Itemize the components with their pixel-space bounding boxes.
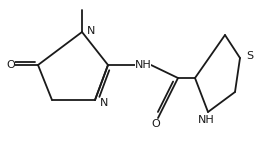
Text: N: N [100,98,108,108]
Text: O: O [152,119,160,129]
Text: NH: NH [198,115,214,125]
Text: S: S [246,51,253,61]
Text: N: N [87,26,95,36]
Text: O: O [6,60,15,70]
Text: NH: NH [135,60,151,70]
